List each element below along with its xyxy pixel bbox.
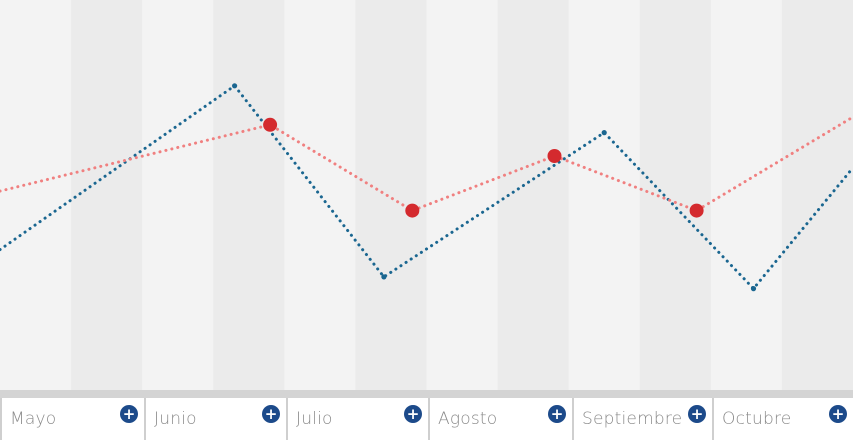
background-band: [781, 0, 853, 390]
background-band: [71, 0, 143, 390]
plus-icon[interactable]: +: [548, 405, 566, 423]
series-line-2: [0, 115, 853, 213]
background-band: [213, 0, 285, 390]
month-label: Septiembre: [582, 409, 683, 429]
data-point-vertex: [381, 274, 387, 280]
plus-icon[interactable]: +: [120, 405, 138, 423]
series-markers: [232, 83, 757, 292]
data-point-vertex: [601, 130, 607, 136]
month-timeline: Mayo + Junio + Julio + Agosto + Septiemb…: [0, 398, 853, 440]
background-band: [355, 0, 427, 390]
month-label: Julio: [296, 409, 333, 429]
month-label: Junio: [154, 409, 197, 429]
month-label: Agosto: [438, 409, 498, 429]
data-point-marker[interactable]: [405, 203, 420, 218]
plus-icon[interactable]: +: [829, 405, 847, 423]
month-tab-mayo[interactable]: Mayo +: [0, 398, 144, 440]
month-tab-agosto[interactable]: Agosto +: [428, 398, 572, 440]
data-point-marker[interactable]: [263, 117, 278, 132]
plus-icon[interactable]: +: [262, 405, 280, 423]
month-label: Octubre: [722, 409, 792, 429]
month-tab-octubre[interactable]: Octubre +: [712, 398, 853, 440]
background-band: [426, 0, 499, 390]
background-band: [568, 0, 641, 390]
plus-icon[interactable]: +: [688, 405, 706, 423]
data-point-vertex: [750, 286, 757, 292]
background-band: [142, 0, 214, 390]
line-chart: [0, 0, 853, 390]
background-band: [0, 0, 72, 390]
background-band: [710, 0, 783, 390]
month-tab-julio[interactable]: Julio +: [286, 398, 428, 440]
series-line-1: [0, 83, 853, 291]
data-point-marker[interactable]: [689, 203, 704, 218]
data-point-vertex: [232, 83, 238, 89]
month-tab-septiembre[interactable]: Septiembre +: [572, 398, 712, 440]
background-band: [639, 0, 712, 390]
background-bands: [0, 0, 853, 390]
x-axis-strip: [0, 390, 853, 398]
series-lines: [0, 83, 853, 291]
data-point-marker[interactable]: [547, 149, 562, 163]
plus-icon[interactable]: +: [404, 405, 422, 423]
month-label: Mayo: [10, 409, 57, 429]
month-tab-junio[interactable]: Junio +: [144, 398, 286, 440]
background-band: [284, 0, 356, 390]
chart-plot-area: [0, 0, 853, 390]
